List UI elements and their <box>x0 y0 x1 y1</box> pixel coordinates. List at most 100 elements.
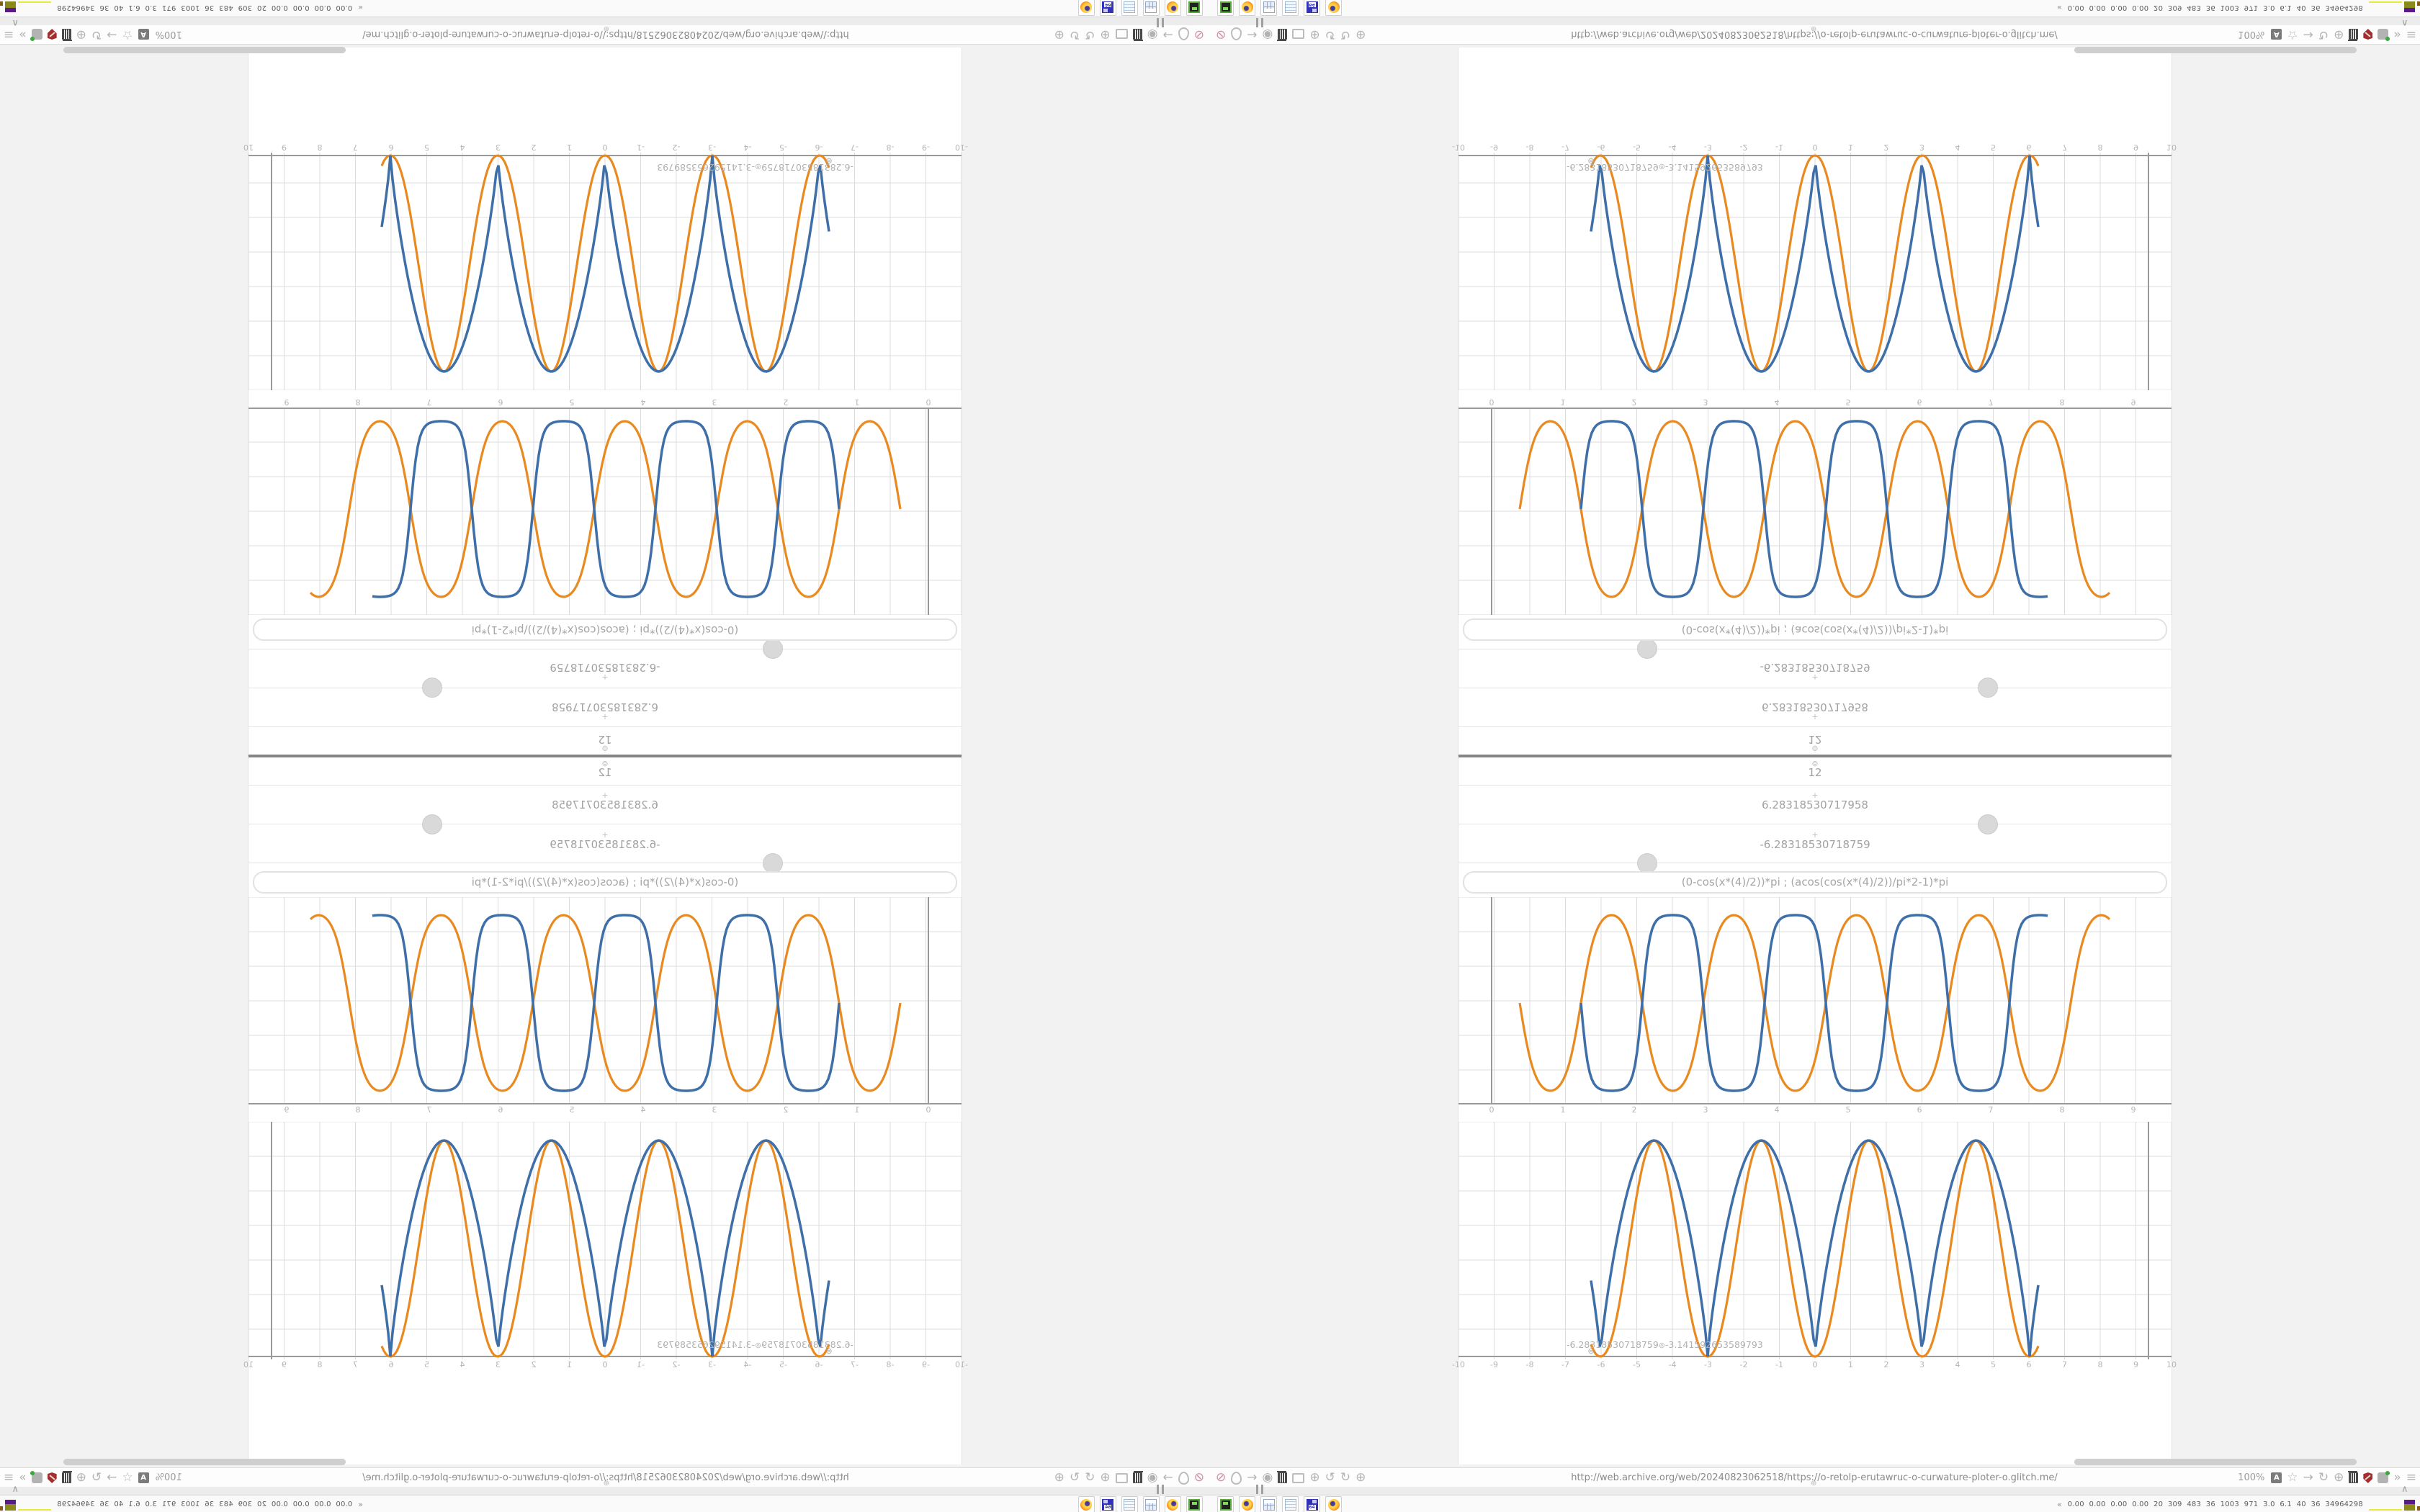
globe-crosshair-icon[interactable]: ⊕ <box>1054 27 1065 42</box>
zoom-level-indicator[interactable]: 100% <box>155 1472 182 1483</box>
shield-outline-icon[interactable] <box>1231 27 1242 41</box>
translate-icon[interactable]: A <box>2271 29 2282 40</box>
reload-icon[interactable]: ↻ <box>91 27 102 42</box>
launcher-calculator-icon[interactable] <box>1143 0 1160 16</box>
launcher-notepad-icon[interactable] <box>1282 0 1299 16</box>
launcher-calculator-icon[interactable] <box>1143 1496 1160 1512</box>
globe-crosshair-icon[interactable]: ⊕ <box>1054 1470 1065 1485</box>
trash-icon[interactable] <box>61 29 71 40</box>
forward-arrow-icon[interactable]: → <box>1247 1470 1258 1485</box>
forward-arrow-icon[interactable]: → <box>2303 1470 2313 1485</box>
collapse-chevron-icon[interactable]: ∧ <box>2401 1484 2408 1495</box>
rotate-ccw-icon[interactable]: ↺ <box>1085 1470 1095 1485</box>
zoom-level-indicator[interactable]: 100% <box>155 29 182 40</box>
launcher-terminal-icon[interactable] <box>1186 0 1203 16</box>
launcher-firefox-icon[interactable] <box>1325 1496 1342 1512</box>
rotate-ccw-icon[interactable]: ↺ <box>1085 27 1095 42</box>
rotate-cw-icon[interactable]: ↻ <box>1069 1470 1080 1485</box>
zoom-level-indicator[interactable]: 100% <box>2238 1472 2265 1483</box>
launcher-firefox-icon[interactable] <box>1078 0 1095 16</box>
menu-hamburger-icon[interactable]: ≡ <box>2406 27 2416 42</box>
overflow-chevron-icon[interactable]: » <box>19 27 27 42</box>
extension-puzzle-icon[interactable] <box>2378 29 2389 40</box>
globe-crosshair-icon[interactable]: ⊕ <box>1309 1470 1320 1485</box>
zoom-level-indicator[interactable]: 100% <box>2238 29 2265 40</box>
launcher-terminal-icon[interactable] <box>1217 0 1234 16</box>
bookmark-star-icon[interactable]: ☆ <box>122 1470 133 1485</box>
bookmark-star-icon[interactable]: ☆ <box>2287 27 2298 42</box>
shield-outline-icon[interactable] <box>1178 27 1189 41</box>
slider-track[interactable] <box>1458 785 2172 786</box>
launcher-floppy-icon[interactable]: 64 <box>1304 0 1320 16</box>
slider-thumb[interactable] <box>763 853 783 873</box>
forward-arrow-icon[interactable]: → <box>1162 27 1173 42</box>
launcher-floppy-icon[interactable]: 64 <box>1304 1496 1320 1512</box>
globe-crosshair-icon[interactable]: ⊕ <box>1355 1470 1366 1485</box>
slider-track[interactable] <box>1458 726 2172 727</box>
launcher-firefox-icon[interactable] <box>1078 1496 1095 1512</box>
blocked-icon[interactable]: ⊘ <box>1216 27 1227 42</box>
launcher-notepad-icon[interactable] <box>1121 1496 1138 1512</box>
profile-badge-icon[interactable]: ◉ <box>1147 27 1158 42</box>
point-marker-icon[interactable]: ⊚ <box>1658 1341 1665 1350</box>
slider-track[interactable] <box>248 726 962 727</box>
overflow-chevron-icon[interactable]: » <box>2393 1470 2401 1485</box>
flag-icon[interactable] <box>1292 29 1305 40</box>
flag-icon[interactable] <box>1115 1472 1128 1483</box>
globe-crosshair-icon[interactable]: ⊕ <box>1100 1470 1111 1485</box>
profile-badge-icon[interactable]: ◉ <box>1262 27 1273 42</box>
translate-icon[interactable]: A <box>138 29 149 40</box>
shield-outline-icon[interactable] <box>1231 1471 1242 1485</box>
formula-input[interactable]: (0-cos(x*(4)/2))*pi ; (acos(cos(x*(4)/2)… <box>1463 871 2167 894</box>
collapse-chevron-icon[interactable]: ∧ <box>12 1484 19 1495</box>
slider-move-icon[interactable]: + <box>1811 712 1819 721</box>
point-marker-icon[interactable]: ⊚ <box>1658 162 1665 171</box>
launcher-terminal-icon[interactable] <box>1217 1496 1234 1512</box>
collapse-chevron-icon[interactable]: ∧ <box>2401 17 2408 28</box>
formula-input[interactable]: (0-cos(x*(4)/2))*pi ; (acos(cos(x*(4)/2)… <box>253 618 957 641</box>
rotate-cw-icon[interactable]: ↻ <box>1069 27 1080 42</box>
rotate-ccw-icon[interactable]: ↺ <box>1325 27 1335 42</box>
forward-arrow-icon[interactable]: → <box>1247 27 1258 42</box>
horizontal-scrollbar[interactable] <box>63 47 346 53</box>
slider-move-icon[interactable]: + <box>1811 830 1819 840</box>
translate-icon[interactable]: A <box>2271 1472 2282 1483</box>
trash-icon[interactable] <box>61 1472 71 1483</box>
point-marker-icon[interactable]: ⊚ <box>755 162 762 171</box>
slider-track[interactable] <box>248 785 962 786</box>
forward-arrow-icon[interactable]: → <box>1162 1470 1173 1485</box>
globe-crosshair-icon[interactable]: ⊕ <box>2334 1470 2344 1485</box>
globe-crosshair-icon[interactable]: ⊕ <box>76 27 86 42</box>
launcher-firefox-icon[interactable] <box>1239 1496 1255 1512</box>
horizontal-scrollbar[interactable] <box>2074 47 2357 53</box>
collapse-chevron-icon[interactable]: ∧ <box>12 17 19 28</box>
launcher-firefox-icon[interactable] <box>1165 0 1181 16</box>
privacy-shield-icon[interactable] <box>48 29 57 40</box>
menu-hamburger-icon[interactable]: ≡ <box>4 1470 14 1485</box>
slider-move-icon[interactable]: + <box>1811 672 1819 682</box>
shield-outline-icon[interactable] <box>1178 1471 1189 1485</box>
bookmark-star-icon[interactable]: ☆ <box>122 27 133 42</box>
rotate-ccw-icon[interactable]: ↺ <box>1325 1470 1335 1485</box>
bookmark-star-icon[interactable]: ☆ <box>2287 1470 2298 1485</box>
extension-puzzle-icon[interactable] <box>2378 1471 2390 1483</box>
formula-input[interactable]: (0-cos(x*(4)/2))*pi ; (acos(cos(x*(4)/2)… <box>253 871 957 894</box>
blocked-icon[interactable]: ⊘ <box>1193 27 1204 42</box>
privacy-shield-icon[interactable] <box>2363 29 2372 40</box>
globe-crosshair-icon[interactable]: ⊕ <box>76 1470 86 1485</box>
rotate-cw-icon[interactable]: ↻ <box>1340 1470 1351 1485</box>
forward-arrow-icon[interactable]: → <box>2303 27 2313 42</box>
overflow-chevron-icon[interactable]: » <box>19 1470 27 1485</box>
flag-icon[interactable] <box>1292 1472 1305 1483</box>
globe-crosshair-icon[interactable]: ⊕ <box>1309 27 1320 42</box>
horizontal-scrollbar[interactable] <box>63 1459 346 1465</box>
extension-puzzle-icon[interactable] <box>31 29 42 40</box>
trash-icon[interactable] <box>1277 1471 1288 1483</box>
trash-icon[interactable] <box>2348 1471 2359 1483</box>
overflow-chevron-icon[interactable]: » <box>2393 27 2401 42</box>
launcher-notepad-icon[interactable] <box>1282 1496 1299 1512</box>
slider-thumb[interactable] <box>1637 853 1657 873</box>
trash-icon[interactable] <box>1132 29 1142 40</box>
expander-chevron-icon[interactable]: « <box>358 3 363 13</box>
launcher-firefox-icon[interactable] <box>1165 1496 1181 1512</box>
